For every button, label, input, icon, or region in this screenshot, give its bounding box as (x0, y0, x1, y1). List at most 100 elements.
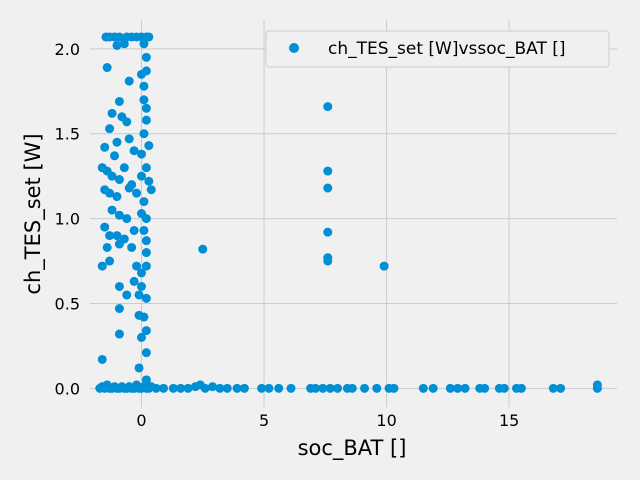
data-point (97, 354, 107, 364)
data-point (105, 231, 115, 241)
y-axis-label: ch_TES_set [W] (21, 133, 46, 294)
legend-marker (289, 43, 299, 53)
data-point (129, 146, 139, 156)
data-point (102, 63, 112, 73)
data-point (257, 383, 267, 393)
data-point (379, 261, 389, 271)
data-point (141, 103, 151, 113)
data-point (215, 383, 225, 393)
data-point (132, 261, 142, 271)
data-point (112, 137, 122, 147)
data-point (105, 188, 115, 198)
data-point (274, 383, 284, 393)
data-point (372, 383, 382, 393)
data-point (159, 383, 169, 393)
data-point (136, 268, 146, 278)
data-point (136, 171, 146, 181)
y-tick-label: 1.0 (55, 210, 80, 229)
data-point (107, 171, 117, 181)
x-axis-label: soc_BAT [] (298, 436, 407, 461)
data-point (418, 383, 428, 393)
data-point (222, 383, 232, 393)
data-point (445, 383, 455, 393)
data-point (323, 256, 333, 266)
data-point (139, 312, 149, 322)
data-point (119, 39, 129, 49)
data-point (480, 383, 490, 393)
data-point (428, 383, 438, 393)
y-tick-label: 0.0 (55, 379, 80, 398)
y-tick-label: 1.5 (55, 125, 80, 144)
data-point (360, 383, 370, 393)
data-point (105, 124, 115, 134)
data-point (168, 383, 178, 393)
data-point (134, 290, 144, 300)
data-points (95, 32, 602, 393)
data-point (139, 129, 149, 139)
data-point (141, 66, 151, 76)
y-tick-label: 2.0 (55, 40, 80, 59)
x-tick-label: 0 (136, 411, 146, 430)
data-point (232, 383, 242, 393)
data-point (114, 304, 124, 314)
data-point (548, 383, 558, 393)
data-point (114, 96, 124, 106)
x-tick-label: 5 (259, 411, 269, 430)
data-point (144, 176, 154, 186)
data-point (323, 102, 333, 112)
data-point (127, 242, 137, 252)
data-point (124, 76, 134, 86)
data-point (200, 383, 210, 393)
data-point (114, 329, 124, 339)
data-point (122, 214, 132, 224)
data-point (112, 40, 122, 50)
data-point (136, 149, 146, 159)
legend-label: ch_TES_set [W]vssoc_BAT [] (328, 39, 566, 59)
data-point (136, 281, 146, 291)
data-point (286, 383, 296, 393)
data-point (323, 166, 333, 176)
data-point (198, 244, 208, 254)
data-point (114, 210, 124, 220)
data-point (141, 163, 151, 173)
data-point (460, 383, 470, 393)
data-point (141, 375, 151, 385)
data-point (592, 380, 602, 390)
data-point (183, 383, 193, 393)
x-tick-label: 15 (499, 411, 519, 430)
data-point (110, 151, 120, 161)
y-tick-label: 0.5 (55, 294, 80, 313)
data-point (516, 383, 526, 393)
legend-box (265, 30, 610, 68)
data-point (134, 363, 144, 373)
data-point (100, 142, 110, 152)
data-point (107, 108, 117, 118)
data-point (129, 276, 139, 286)
data-point (144, 32, 154, 42)
data-point (499, 383, 509, 393)
data-point (129, 225, 139, 235)
legend: ch_TES_set [W]vssoc_BAT [] (265, 30, 610, 68)
data-point (139, 197, 149, 207)
data-point (141, 326, 151, 336)
data-point (144, 141, 154, 151)
data-point (146, 185, 156, 195)
data-point (208, 382, 218, 392)
data-point (139, 81, 149, 91)
data-point (139, 225, 149, 235)
data-point (151, 383, 161, 393)
data-point (141, 248, 151, 258)
data-point (323, 183, 333, 193)
data-point (97, 261, 107, 271)
x-tick-label: 10 (376, 411, 396, 430)
data-point (453, 383, 463, 393)
data-point (139, 39, 149, 49)
data-point (105, 256, 115, 266)
data-point (323, 227, 333, 237)
data-point (107, 205, 117, 215)
data-point (112, 231, 122, 241)
tick-labels: 0 5 10 15 0.0 0.5 1.0 1.5 2.0 (55, 40, 520, 430)
data-point (141, 261, 151, 271)
data-point (141, 214, 151, 224)
